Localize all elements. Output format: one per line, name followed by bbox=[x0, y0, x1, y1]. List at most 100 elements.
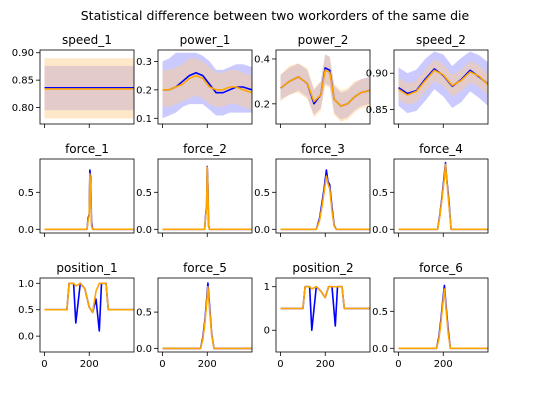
axes-frame bbox=[157, 158, 253, 234]
ytick-label: 0.0 bbox=[372, 344, 388, 355]
ytick-label: 0 bbox=[264, 326, 270, 337]
xtick-label: 200 bbox=[434, 359, 453, 370]
plot-area bbox=[398, 161, 488, 231]
axes-frame bbox=[393, 49, 489, 125]
ytick-label: 0.4 bbox=[254, 54, 270, 65]
figure-title: Statistical difference between two worko… bbox=[81, 8, 470, 23]
subplot-title: force_5 bbox=[183, 261, 227, 275]
line-orange bbox=[280, 69, 370, 107]
ytick-label: 0.90 bbox=[12, 48, 34, 59]
ytick-label: 0.2 bbox=[254, 99, 270, 110]
subplot-force_3: force_3 0.0 0.5 bbox=[254, 142, 371, 237]
subplot-title: power_1 bbox=[180, 33, 231, 47]
plot-area bbox=[280, 285, 370, 331]
band-orange bbox=[398, 59, 488, 106]
axes-frame bbox=[157, 49, 253, 125]
ytick-label: 0.80 bbox=[12, 103, 34, 114]
plot-area bbox=[398, 284, 488, 350]
plot-area bbox=[280, 54, 370, 122]
axes-frame bbox=[393, 158, 489, 234]
xtick-label: 0 bbox=[395, 359, 401, 370]
axes-frame bbox=[275, 277, 371, 353]
subplot-position_2: position_2 0 1 0 200 bbox=[264, 261, 371, 370]
band-blue bbox=[162, 52, 252, 119]
ytick-label: 0.90 bbox=[366, 69, 388, 80]
line-orange bbox=[398, 288, 488, 350]
line-orange bbox=[162, 285, 252, 350]
ytick-label: 0.5 bbox=[136, 308, 152, 319]
ytick-label: 0.5 bbox=[372, 188, 388, 199]
line-orange bbox=[398, 69, 488, 96]
ytick-label: 0.0 bbox=[136, 344, 152, 355]
line-blue bbox=[398, 161, 488, 231]
subplot-force_2: force_2 0.0 0.5 bbox=[136, 142, 253, 237]
ytick-label: 0.1 bbox=[136, 114, 152, 125]
ytick-label: 1 bbox=[264, 282, 270, 293]
line-orange bbox=[398, 163, 488, 231]
ytick-label: 1.0 bbox=[18, 279, 34, 290]
subplot-force_5: force_5 0.0 0.5 0 200 bbox=[136, 261, 253, 370]
line-orange bbox=[44, 173, 134, 231]
subplot-force_4: force_4 0.0 0.5 bbox=[372, 142, 489, 237]
ytick-label: 0.5 bbox=[136, 188, 152, 199]
axes-frame bbox=[39, 49, 135, 125]
subplot-title: position_1 bbox=[56, 261, 117, 275]
line-orange bbox=[162, 74, 252, 94]
subplot-force_6: force_6 0.0 0.5 0 200 bbox=[372, 261, 489, 370]
ytick-label: 0.0 bbox=[18, 332, 34, 343]
xtick-label: 0 bbox=[277, 359, 283, 370]
plot-area bbox=[162, 52, 252, 119]
plot-area bbox=[44, 169, 134, 231]
xtick-label: 0 bbox=[41, 359, 47, 370]
subplot-title: power_2 bbox=[298, 33, 349, 47]
xtick-label: 200 bbox=[316, 359, 335, 370]
xtick-label: 0 bbox=[159, 359, 165, 370]
subplot-power_2: power_2 0.2 0.4 bbox=[254, 33, 371, 128]
axes-frame bbox=[275, 49, 371, 125]
subplot-speed_2: speed_2 0.85 0.90 bbox=[366, 33, 489, 128]
xtick-label: 200 bbox=[198, 359, 217, 370]
line-orange bbox=[44, 282, 134, 314]
ytick-label: 0.5 bbox=[254, 188, 270, 199]
ytick-label: 0.0 bbox=[254, 225, 270, 236]
ytick-label: 0.85 bbox=[12, 76, 34, 87]
subplot-title: position_2 bbox=[292, 261, 353, 275]
axes-frame bbox=[39, 158, 135, 234]
ytick-label: 0.0 bbox=[372, 225, 388, 236]
band-orange bbox=[280, 54, 370, 122]
axes-frame bbox=[393, 277, 489, 353]
plot-area bbox=[398, 51, 488, 114]
ytick-label: 0.2 bbox=[136, 85, 152, 96]
plot-area bbox=[162, 165, 252, 231]
ytick-label: 0.85 bbox=[366, 105, 388, 116]
subplot-title: force_2 bbox=[183, 142, 227, 156]
subplot-title: speed_1 bbox=[62, 33, 112, 47]
plot-area bbox=[44, 58, 134, 119]
subplot-power_1: power_1 0.1 0.2 0.3 bbox=[136, 33, 253, 128]
axes-frame bbox=[39, 277, 135, 353]
subplot-speed_1: speed_1 0.80 0.85 0.90 bbox=[12, 33, 135, 128]
plot-area bbox=[44, 282, 134, 332]
ytick-label: 0.3 bbox=[136, 57, 152, 68]
axes-frame bbox=[275, 158, 371, 234]
ytick-label: 0.5 bbox=[18, 305, 34, 316]
line-orange bbox=[280, 285, 370, 310]
line-orange bbox=[280, 175, 370, 231]
subplot-position_1: position_1 0.0 0.5 1.0 0 200 bbox=[18, 261, 135, 370]
plot-area bbox=[162, 282, 252, 350]
subplot-title: force_4 bbox=[419, 142, 463, 156]
subplot-title: force_3 bbox=[301, 142, 345, 156]
xtick-label: 200 bbox=[80, 359, 99, 370]
ytick-label: 0.5 bbox=[18, 188, 34, 199]
subplot-grid: speed_10.800.850.90power_10.10.20.3power… bbox=[12, 33, 489, 370]
ytick-label: 0.0 bbox=[136, 225, 152, 236]
ytick-label: 0.5 bbox=[372, 307, 388, 318]
plot-area bbox=[280, 169, 370, 231]
band-blue bbox=[398, 51, 488, 114]
subplot-force_1: force_1 0.0 0.5 bbox=[18, 142, 135, 237]
subplot-title: force_1 bbox=[65, 142, 109, 156]
subplot-title: force_6 bbox=[419, 261, 463, 275]
subplot-title: speed_2 bbox=[416, 33, 466, 47]
axes-frame bbox=[157, 277, 253, 353]
